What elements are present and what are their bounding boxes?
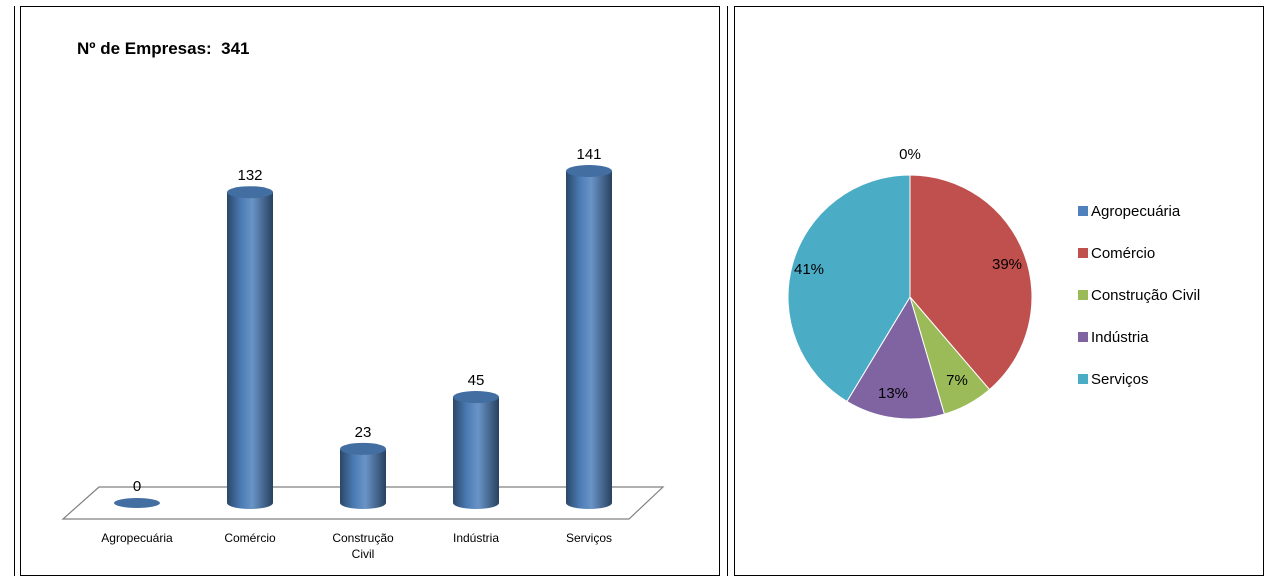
- legend-label-4: Indústria: [1091, 329, 1149, 346]
- bar-value-label-3: 23: [355, 424, 372, 441]
- bar-value-label-5: 141: [576, 146, 601, 163]
- x-tick-label-2: Comércio: [224, 531, 276, 545]
- bar-5: [566, 165, 612, 509]
- legend-label-5: Serviços: [1091, 371, 1149, 388]
- bar-2: [227, 186, 273, 510]
- pie-chart-panel: 0% 39% 7% 13% 41% Agropecuária Comércio Constru…: [734, 6, 1264, 576]
- chart-title: Nº de Empresas: 341: [77, 39, 250, 58]
- pie-slice-2: [909, 174, 1033, 391]
- pie-percent-label-5: 41%: [794, 261, 824, 278]
- pie-chart: 0% 39% 7% 13% 41% Agropecuária Comércio Constru…: [787, 146, 1200, 420]
- legend-swatch-5: [1078, 374, 1088, 384]
- pie-percent-label-4: 13%: [878, 385, 908, 402]
- bar-chart: 0 Agropecuária 132 Comércio 23 Construção Civi…: [61, 146, 665, 561]
- pie-slice-4: [846, 295, 945, 420]
- right-panel-outer-border: [727, 6, 728, 576]
- left-panel-outer-border: [14, 6, 15, 576]
- pie-percent-label-1: 0%: [899, 146, 921, 163]
- x-tick-label-5: Serviços: [566, 531, 612, 545]
- legend-swatch-2: [1078, 248, 1088, 258]
- legend-swatch-3: [1078, 290, 1088, 300]
- legend-label-3: Construção Civil: [1091, 287, 1200, 304]
- pie-slice-5: [787, 174, 911, 403]
- x-tick-label-3: Construção Civil: [332, 531, 394, 561]
- legend-label-2: Comércio: [1091, 245, 1155, 262]
- bar-value-label-4: 45: [468, 372, 485, 389]
- bar-3: [340, 442, 386, 509]
- x-tick-label-1: Agropecuária: [101, 531, 173, 545]
- legend-swatch-4: [1078, 332, 1088, 342]
- bar-value-label-1: 0: [133, 478, 141, 495]
- bar-1: [114, 498, 160, 508]
- x-tick-label-4: Indústria: [453, 531, 499, 545]
- legend-label-1: Agropecuária: [1091, 203, 1181, 220]
- pie-percent-label-2: 39%: [992, 256, 1022, 273]
- bar-value-label-2: 132: [237, 167, 262, 184]
- bar-4: [453, 391, 499, 509]
- legend-swatch-1: [1078, 206, 1088, 216]
- bar-chart-panel: Nº de Empresas: 341 0 Agropecuária 132 Comé…: [20, 6, 720, 576]
- pie-percent-label-3: 7%: [946, 372, 968, 389]
